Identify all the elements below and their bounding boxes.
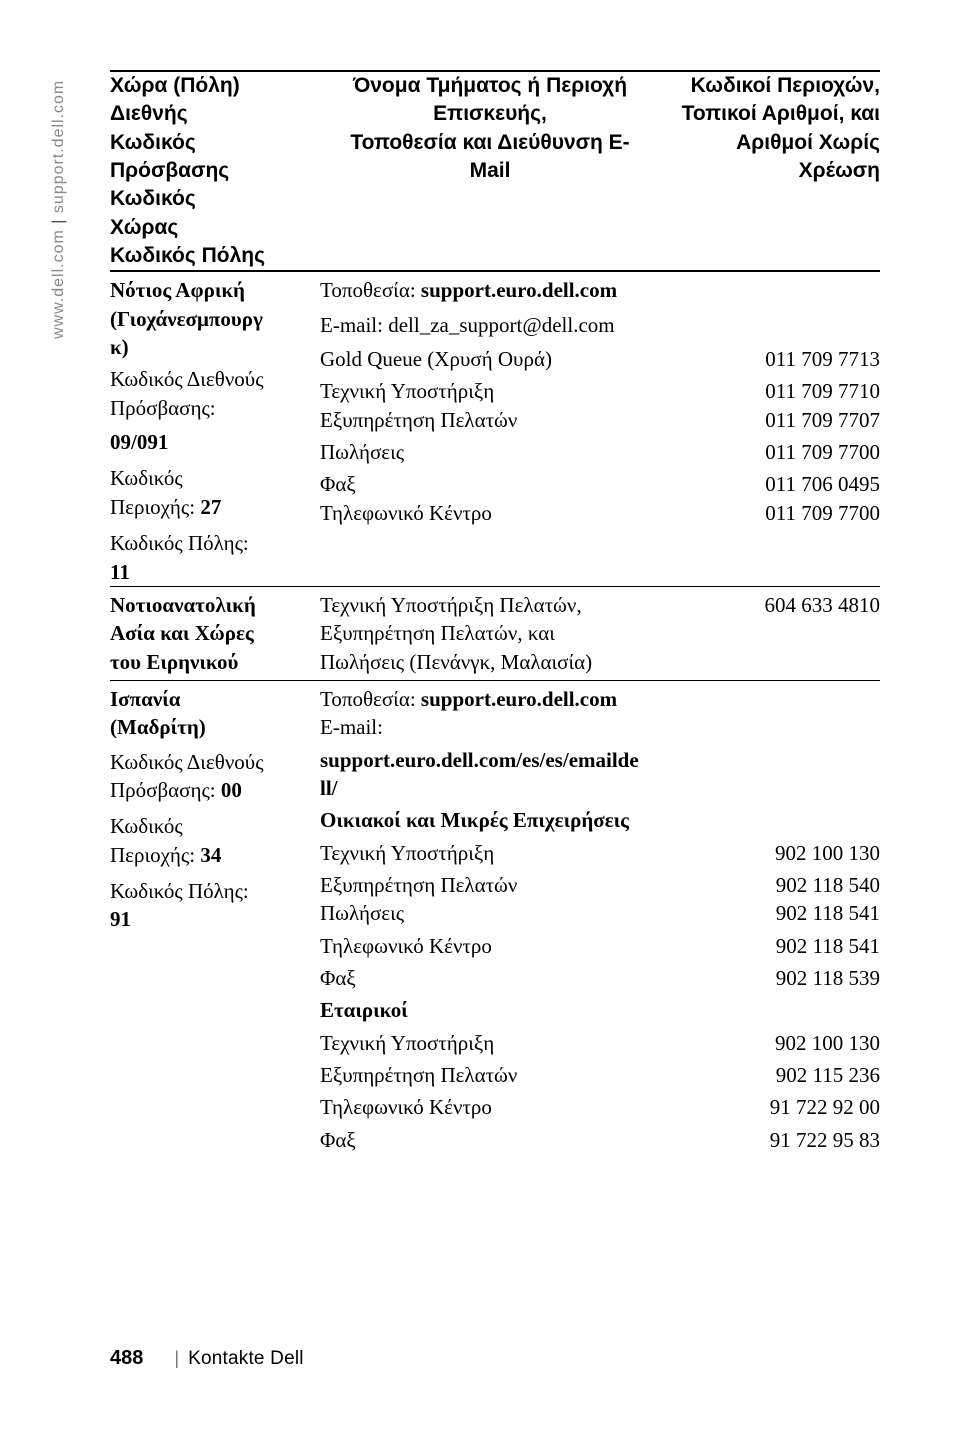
es-right: 902 100 130 902 118 540 902 118 541 902 …: [660, 680, 880, 1154]
es-area-code: 34: [200, 843, 221, 867]
sa-citycode: 11: [110, 558, 320, 586]
sea-left: Νοτιοανατολική Ασία και Χώρες του Ειρηνι…: [110, 586, 320, 680]
sa-num-tech: 011 709 7710: [660, 377, 880, 405]
footer-separator: |: [174, 1348, 179, 1368]
es-intl-a: Κωδικός Διεθνούς: [110, 748, 320, 776]
sea-num: 604 633 4810: [660, 591, 880, 619]
es-num-switch: 902 118 541: [660, 932, 880, 960]
page-content: Χώρα (Πόλη) Διεθνής Κωδικός Πρόσβασης Κω…: [110, 70, 880, 1154]
sa-right: 011 709 7713 011 709 7710 011 709 7707 0…: [660, 271, 880, 586]
page-number: 488: [110, 1347, 143, 1369]
page-footer: 488 | Kontakte Dell: [110, 1347, 304, 1370]
side-part2: support.dell.com: [50, 80, 67, 213]
sa-intl-code: 09/091: [110, 428, 320, 456]
sa-num-fax: 011 706 0495: [660, 470, 880, 498]
es-fax: Φαξ: [320, 964, 660, 992]
sa-city-a: (Γιοχάνεσμπουργ: [110, 305, 320, 333]
es-c-num-fax: 91 722 95 83: [660, 1126, 880, 1154]
sa-fax: Φαξ: [320, 470, 660, 498]
sa-area-a: Κωδικός: [110, 464, 320, 492]
es-citycode: 91: [110, 905, 320, 933]
es-c-fax: Φαξ: [320, 1126, 660, 1154]
hdr-col2-text: Όνομα Τμήματος ή Περιοχή Επισκευής, Τοπο…: [320, 72, 660, 185]
es-cust: Εξυπηρέτηση Πελατών: [320, 871, 660, 899]
row-spain: Ισπανία (Μαδρίτη) Κωδικός Διεθνούς Πρόσβ…: [110, 680, 880, 1154]
es-mid: Τοποθεσία: support.euro.dell.com E-mail:…: [320, 680, 660, 1154]
sa-tech: Τεχνική Υποστήριξη: [320, 377, 660, 405]
hdr-col2: Όνομα Τμήματος ή Περιοχή Επισκευής, Τοπο…: [320, 71, 660, 271]
es-left: Ισπανία (Μαδρίτη) Κωδικός Διεθνούς Πρόσβ…: [110, 680, 320, 1154]
es-loc-url: support.euro.dell.com: [421, 687, 617, 711]
side-part1: www.dell.com: [50, 229, 67, 339]
es-intl-code: 00: [221, 778, 242, 802]
es-c-cust: Εξυπηρέτηση Πελατών: [320, 1061, 660, 1089]
sidebar-url-text: www.dell.com | support.dell.com: [50, 80, 68, 339]
es-c-tech: Τεχνική Υποστήριξη: [320, 1029, 660, 1057]
hdr-col3-text: Κωδικοί Περιοχών, Τοπικοί Αριθμοί, και Α…: [660, 72, 880, 185]
es-h-corp: Εταιρικοί: [320, 996, 660, 1024]
hdr-col3: Κωδικοί Περιοχών, Τοπικοί Αριθμοί, και Α…: [660, 71, 880, 271]
es-c-switch: Τηλεφωνικό Κέντρο: [320, 1093, 660, 1121]
sa-num-cust: 011 709 7707: [660, 406, 880, 434]
es-c-num-tech: 902 100 130: [660, 1029, 880, 1057]
sa-area-b: Περιοχής:: [110, 495, 200, 519]
side-sep: |: [50, 213, 67, 224]
sa-city-b: κ): [110, 333, 320, 361]
contact-table: Χώρα (Πόλη) Διεθνής Κωδικός Πρόσβασης Κω…: [110, 70, 880, 1154]
sa-num-switch: 011 709 7700: [660, 499, 880, 527]
sa-mid: Τοποθεσία: support.euro.dell.com E-mail:…: [320, 271, 660, 586]
es-num-cust: 902 118 540: [660, 871, 880, 899]
es-h-home: Οικιακοί και Μικρές Επιχειρήσεις: [320, 806, 660, 834]
sea-m3: Πωλήσεις (Πενάνγκ, Μαλαισία): [320, 648, 660, 676]
sa-loc-url: support.euro.dell.com: [421, 278, 617, 302]
sa-num-sales: 011 709 7700: [660, 438, 880, 466]
es-loc-label: Τοποθεσία:: [320, 687, 421, 711]
table-header: Χώρα (Πόλη) Διεθνής Κωδικός Πρόσβασης Κω…: [110, 71, 880, 271]
footer-title: Kontakte Dell: [188, 1348, 304, 1369]
sa-left: Νότιος Αφρική (Γιοχάνεσμπουργ κ) Κωδικός…: [110, 271, 320, 586]
sa-intl-a: Κωδικός Διεθνούς: [110, 365, 320, 393]
es-c-num-switch: 91 722 92 00: [660, 1093, 880, 1121]
es-citycode-a: Κωδικός Πόλης:: [110, 877, 320, 905]
es-sales: Πωλήσεις: [320, 899, 660, 927]
sa-cust: Εξυπηρέτηση Πελατών: [320, 406, 660, 434]
es-country: Ισπανία: [110, 685, 320, 713]
sa-loc-label: Τοποθεσία:: [320, 278, 421, 302]
sea-l3: του Ειρηνικού: [110, 648, 320, 676]
sa-intl-b: Πρόσβασης:: [110, 394, 320, 422]
sa-gold: Gold Queue (Χρυσή Ουρά): [320, 345, 660, 373]
sea-right: 604 633 4810: [660, 586, 880, 680]
es-num-sales: 902 118 541: [660, 899, 880, 927]
sea-mid: Τεχνική Υποστήριξη Πελατών, Εξυπηρέτηση …: [320, 586, 660, 680]
sa-citycode-a: Κωδικός Πόλης:: [110, 529, 320, 557]
sa-email: E-mail: dell_za_support@dell.com: [320, 311, 660, 339]
sa-sales: Πωλήσεις: [320, 438, 660, 466]
es-num-tech: 902 100 130: [660, 839, 880, 867]
sa-country: Νότιος Αφρική: [110, 276, 320, 304]
sa-num-gold: 011 709 7713: [660, 345, 880, 373]
es-area-a: Κωδικός: [110, 812, 320, 840]
sea-m2: Εξυπηρέτηση Πελατών, και: [320, 619, 660, 647]
es-tech: Τεχνική Υποστήριξη: [320, 839, 660, 867]
sea-m1: Τεχνική Υποστήριξη Πελατών,: [320, 591, 660, 619]
es-num-fax: 902 118 539: [660, 964, 880, 992]
es-email-b: ll/: [320, 774, 660, 802]
hdr-col1-text: Χώρα (Πόλη) Διεθνής Κωδικός Πρόσβασης Κω…: [110, 72, 320, 270]
es-email-a: support.euro.dell.com/es/es/emailde: [320, 746, 660, 774]
hdr-col1: Χώρα (Πόλη) Διεθνής Κωδικός Πρόσβασης Κω…: [110, 71, 320, 271]
row-sea: Νοτιοανατολική Ασία και Χώρες του Ειρηνι…: [110, 586, 880, 680]
es-c-num-cust: 902 115 236: [660, 1061, 880, 1089]
sa-switch: Τηλεφωνικό Κέντρο: [320, 499, 660, 527]
sea-l2: Ασία και Χώρες: [110, 619, 320, 647]
es-switch: Τηλεφωνικό Κέντρο: [320, 932, 660, 960]
es-area-b: Περιοχής:: [110, 843, 200, 867]
sea-l1: Νοτιοανατολική: [110, 591, 320, 619]
es-city: (Μαδρίτη): [110, 713, 320, 741]
es-intl-b: Πρόσβασης:: [110, 778, 221, 802]
row-south-africa: Νότιος Αφρική (Γιοχάνεσμπουργ κ) Κωδικός…: [110, 271, 880, 586]
es-email-label: E-mail:: [320, 713, 660, 741]
sa-area-code: 27: [200, 495, 221, 519]
